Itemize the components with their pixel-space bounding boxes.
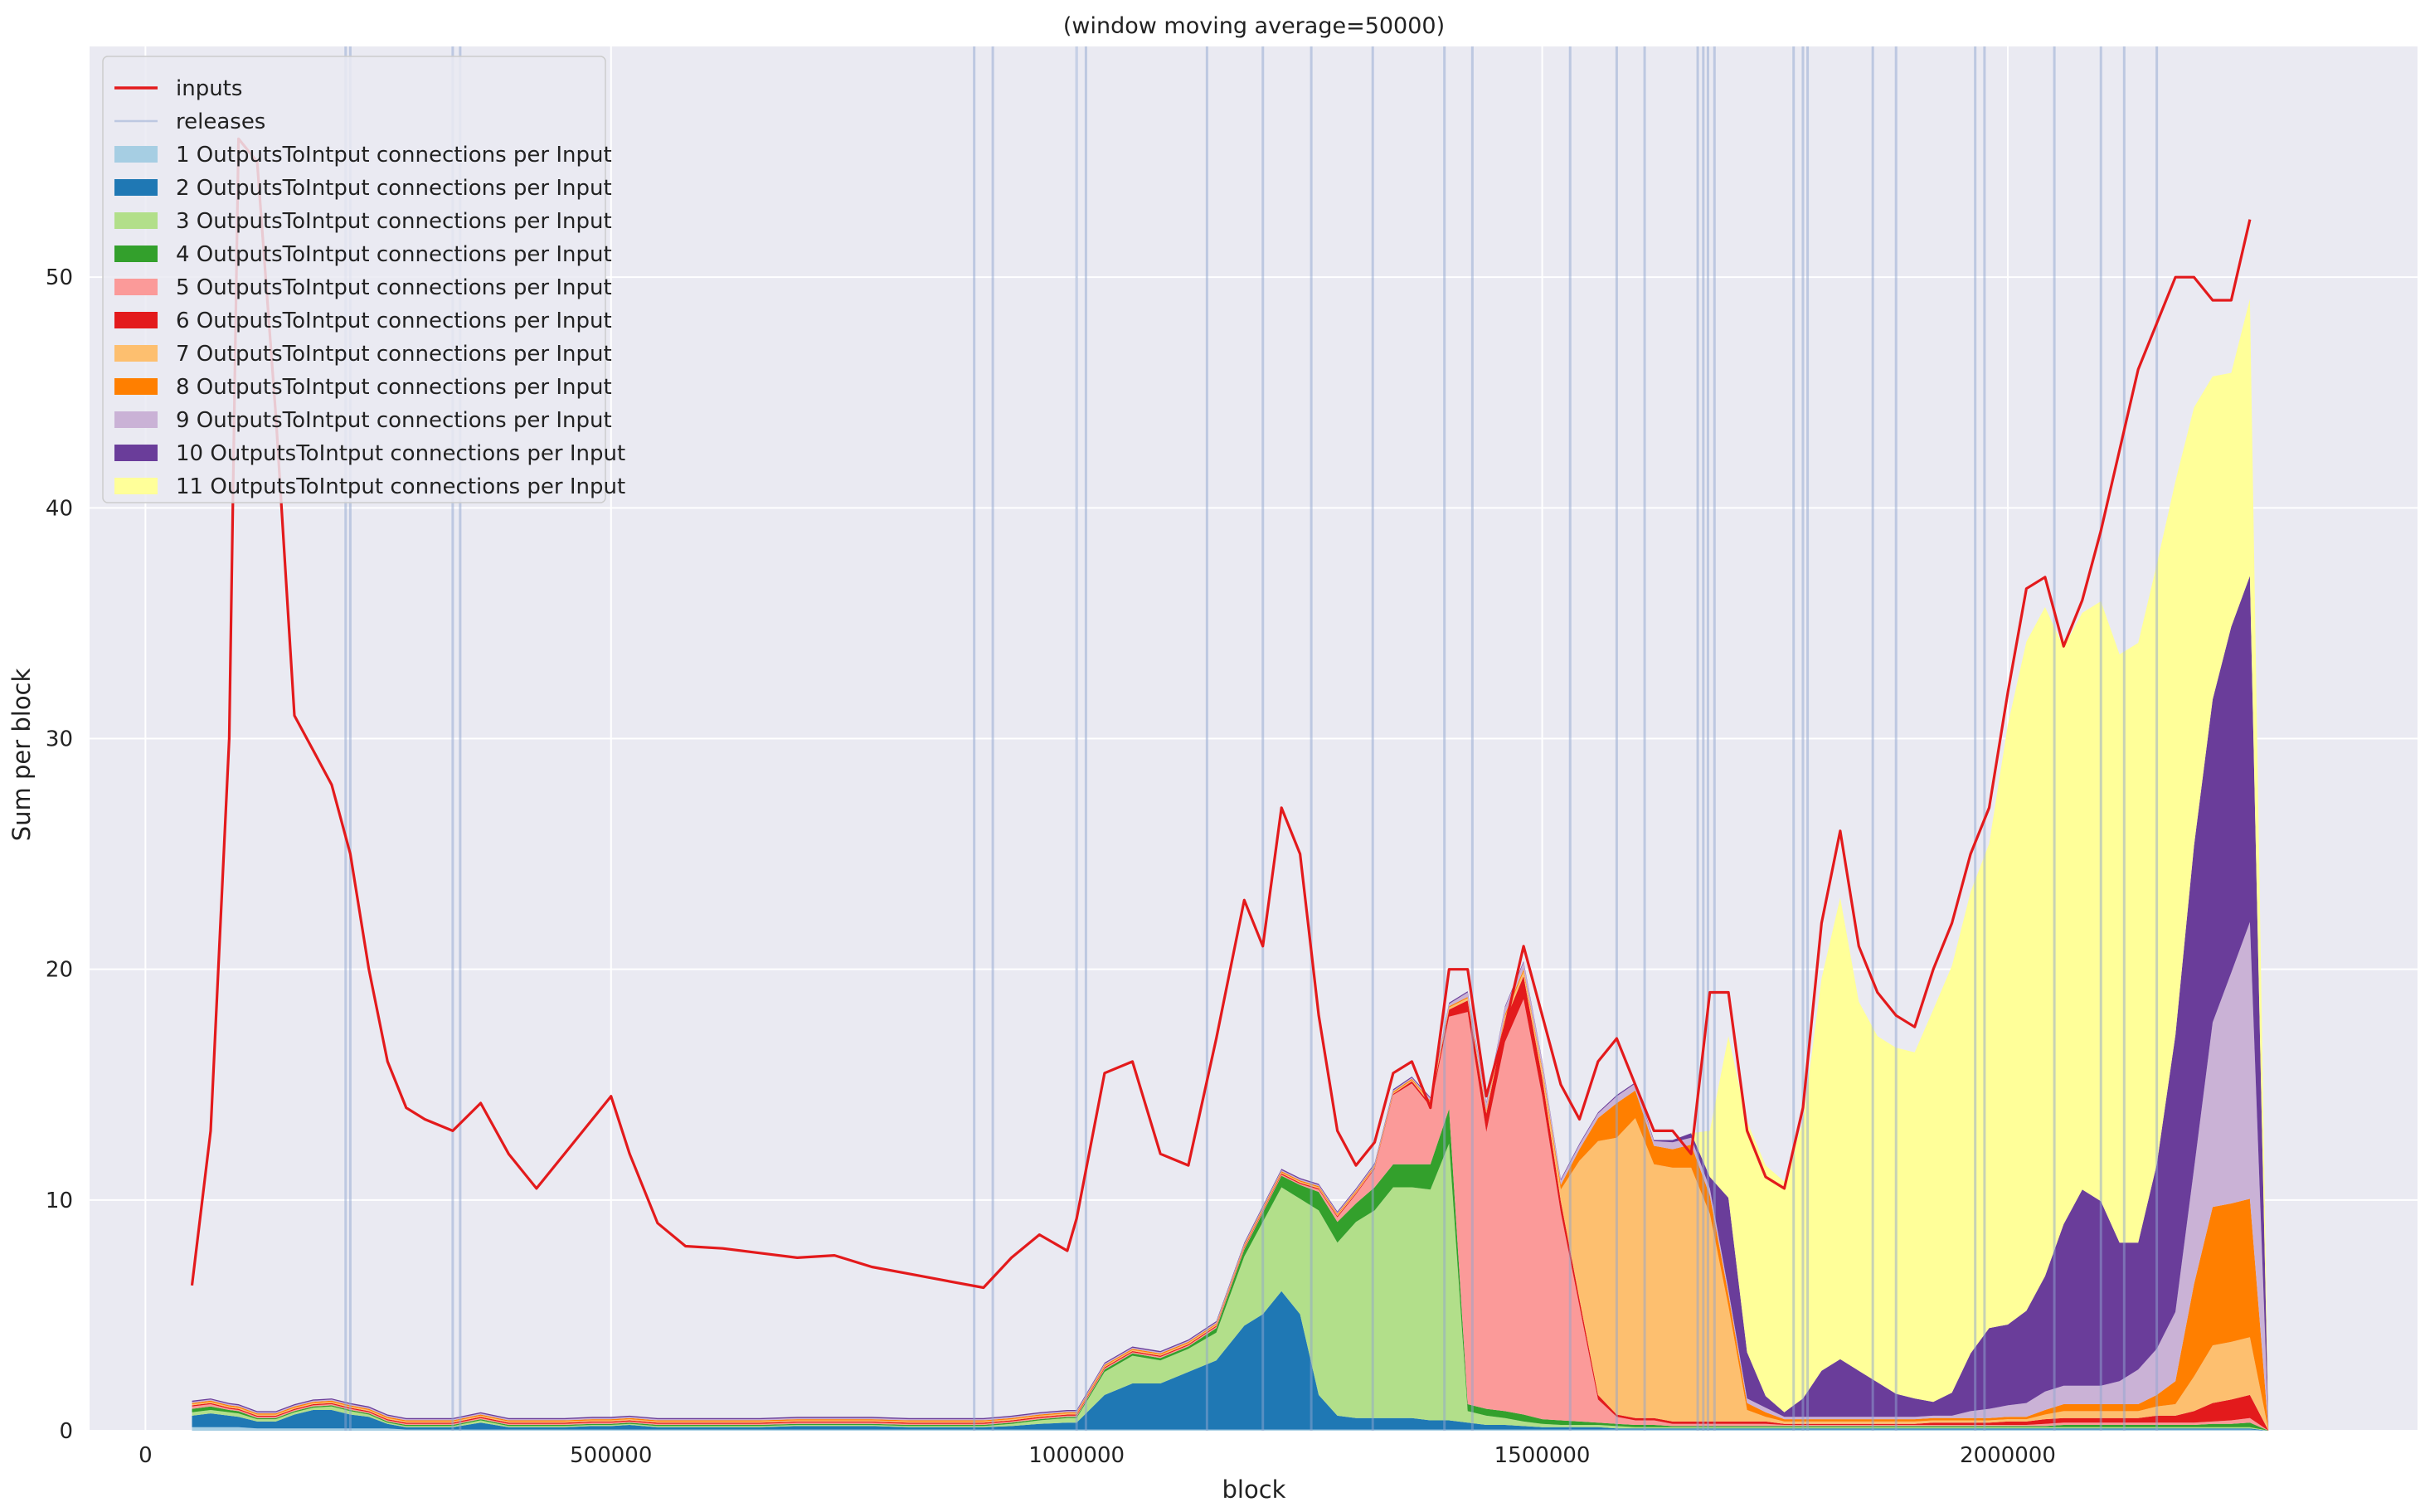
- y-tick-label: 20: [46, 958, 73, 983]
- y-axis-label: Sum per block: [7, 668, 36, 841]
- y-tick-label: 10: [46, 1189, 73, 1213]
- legend-label: 3 OutputsToIntput connections per Input: [176, 209, 612, 234]
- y-tick-labels: 0 10 20 30 40 50: [46, 265, 73, 1444]
- x-axis-label: block: [1222, 1476, 1286, 1504]
- legend-label: 9 OutputsToIntput connections per Input: [176, 408, 612, 433]
- legend-swatch: [114, 345, 158, 362]
- y-tick-label: 50: [46, 265, 73, 290]
- area-series-2: [192, 1291, 2306, 1431]
- legend-label: 10 OutputsToIntput connections per Input: [176, 441, 625, 466]
- legend-label: 8 OutputsToIntput connections per Input: [176, 375, 612, 400]
- y-tick-label: 40: [46, 496, 73, 521]
- legend-swatch: [114, 212, 158, 229]
- legend-label: releases: [176, 109, 265, 134]
- legend-swatch: [114, 179, 158, 196]
- x-tick-label: 1500000: [1494, 1443, 1591, 1468]
- legend-swatch: [114, 146, 158, 163]
- legend-swatch: [114, 445, 158, 461]
- legend-label: 4 OutputsToIntput connections per Input: [176, 242, 612, 267]
- legend-label: 6 OutputsToIntput connections per Input: [176, 309, 612, 333]
- stacked-areas: [192, 299, 2306, 1432]
- x-tick-label: 500000: [570, 1443, 652, 1468]
- legend-label: 1 OutputsToIntput connections per Input: [176, 143, 612, 168]
- legend-box: [102, 56, 606, 503]
- legend-label: 5 OutputsToIntput connections per Input: [176, 275, 612, 300]
- x-tick-label: 0: [138, 1443, 153, 1468]
- area-series-1: [192, 1427, 2306, 1431]
- area-series-10: [192, 576, 2306, 1431]
- legend-swatch: [114, 246, 158, 262]
- legend-label: 11 OutputsToIntput connections per Input: [176, 474, 625, 499]
- y-tick-label: 0: [59, 1419, 73, 1444]
- legend-label: 2 OutputsToIntput connections per Input: [176, 176, 612, 201]
- legend-swatch: [114, 279, 158, 295]
- legend: inputs releases 1 OutputsToIntput connecti…: [102, 56, 625, 503]
- inputs-line-layer: [190, 137, 2252, 1290]
- legend-swatch: [114, 411, 158, 428]
- x-tick-labels: 0 500000 1000000 1500000 2000000: [138, 1443, 2056, 1468]
- x-tick-label: 1000000: [1028, 1443, 1125, 1468]
- legend-label: inputs: [176, 76, 242, 101]
- x-tick-label: 2000000: [1960, 1443, 2056, 1468]
- legend-swatch: [114, 378, 158, 395]
- legend-swatch: [114, 478, 158, 494]
- y-tick-label: 30: [46, 727, 73, 752]
- chart-title: (window moving average=50000): [1063, 13, 1445, 39]
- area-series-3: [192, 1143, 2306, 1431]
- release-lines: [344, 46, 2159, 1431]
- legend-swatch: [114, 312, 158, 328]
- legend-label: 7 OutputsToIntput connections per Input: [176, 342, 612, 367]
- inputs-line: [190, 137, 2252, 1290]
